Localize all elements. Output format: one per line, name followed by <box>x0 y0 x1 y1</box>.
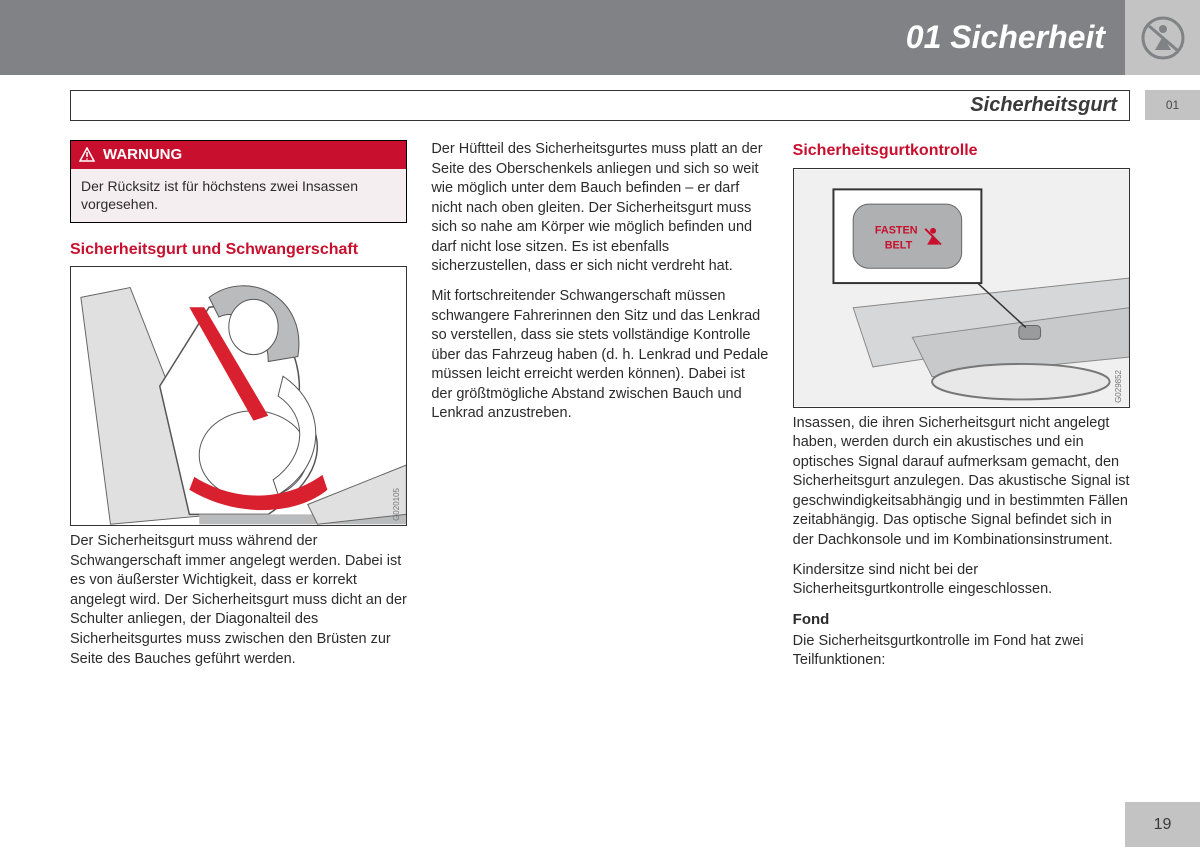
illustration-code-2: G029852 <box>1114 370 1125 403</box>
illustration-pregnancy: G020105 <box>70 266 407 526</box>
col1-para1: Der Sicherheitsgurt muss während der Sch… <box>70 532 407 669</box>
column-1: WARNUNG Der Rücksitz ist für höchstens z… <box>70 140 407 790</box>
page-number: 19 <box>1125 802 1200 847</box>
heading-control: Sicherheitsgurtkontrolle <box>793 140 1130 162</box>
warning-triangle-icon <box>79 147 95 163</box>
col3-para3: Die Sicherheitsgurtkontrolle im Fond hat… <box>793 632 1130 671</box>
side-tab: 01 <box>1145 90 1200 120</box>
subheading-fond: Fond <box>793 610 1130 630</box>
column-2: Der Hüftteil des Sicherheitsgurtes muss … <box>431 140 768 790</box>
warning-label: WARNUNG <box>103 145 182 165</box>
seatbelt-icon <box>1139 14 1187 62</box>
chapter-header: 01 Sicherheit <box>0 0 1200 75</box>
warning-box: WARNUNG Der Rücksitz ist für höchstens z… <box>70 140 407 223</box>
column-3: Sicherheitsgurtkontrolle FASTEN BELT <box>793 140 1130 790</box>
col2-para2: Mit fortschreitender Schwangerschaft müs… <box>431 287 768 424</box>
warning-header: WARNUNG <box>71 141 406 169</box>
page-body: WARNUNG Der Rücksitz ist für höchstens z… <box>70 140 1130 790</box>
illustration-code: G020105 <box>392 488 403 521</box>
chapter-title: 01 Sicherheit <box>906 19 1105 56</box>
illustration-reminder: FASTEN BELT G029852 <box>793 168 1130 408</box>
seatbelt-icon-box <box>1125 0 1200 75</box>
col3-para2: Kindersitze sind nicht bei der Sicherhei… <box>793 561 1130 600</box>
col3-para1: Insassen, die ihren Sicherheitsgurt nich… <box>793 414 1130 551</box>
svg-text:BELT: BELT <box>884 239 912 251</box>
heading-pregnancy: Sicherheitsgurt und Schwangerschaft <box>70 239 407 261</box>
col2-para1: Der Hüftteil des Sicherheitsgurtes muss … <box>431 140 768 277</box>
section-title: Sicherheitsgurt <box>970 94 1117 117</box>
fasten-belt-text: FASTEN <box>875 224 918 236</box>
warning-text: Der Rücksitz ist für höchstens zwei Insa… <box>71 169 406 221</box>
section-header: Sicherheitsgurt <box>70 90 1130 121</box>
